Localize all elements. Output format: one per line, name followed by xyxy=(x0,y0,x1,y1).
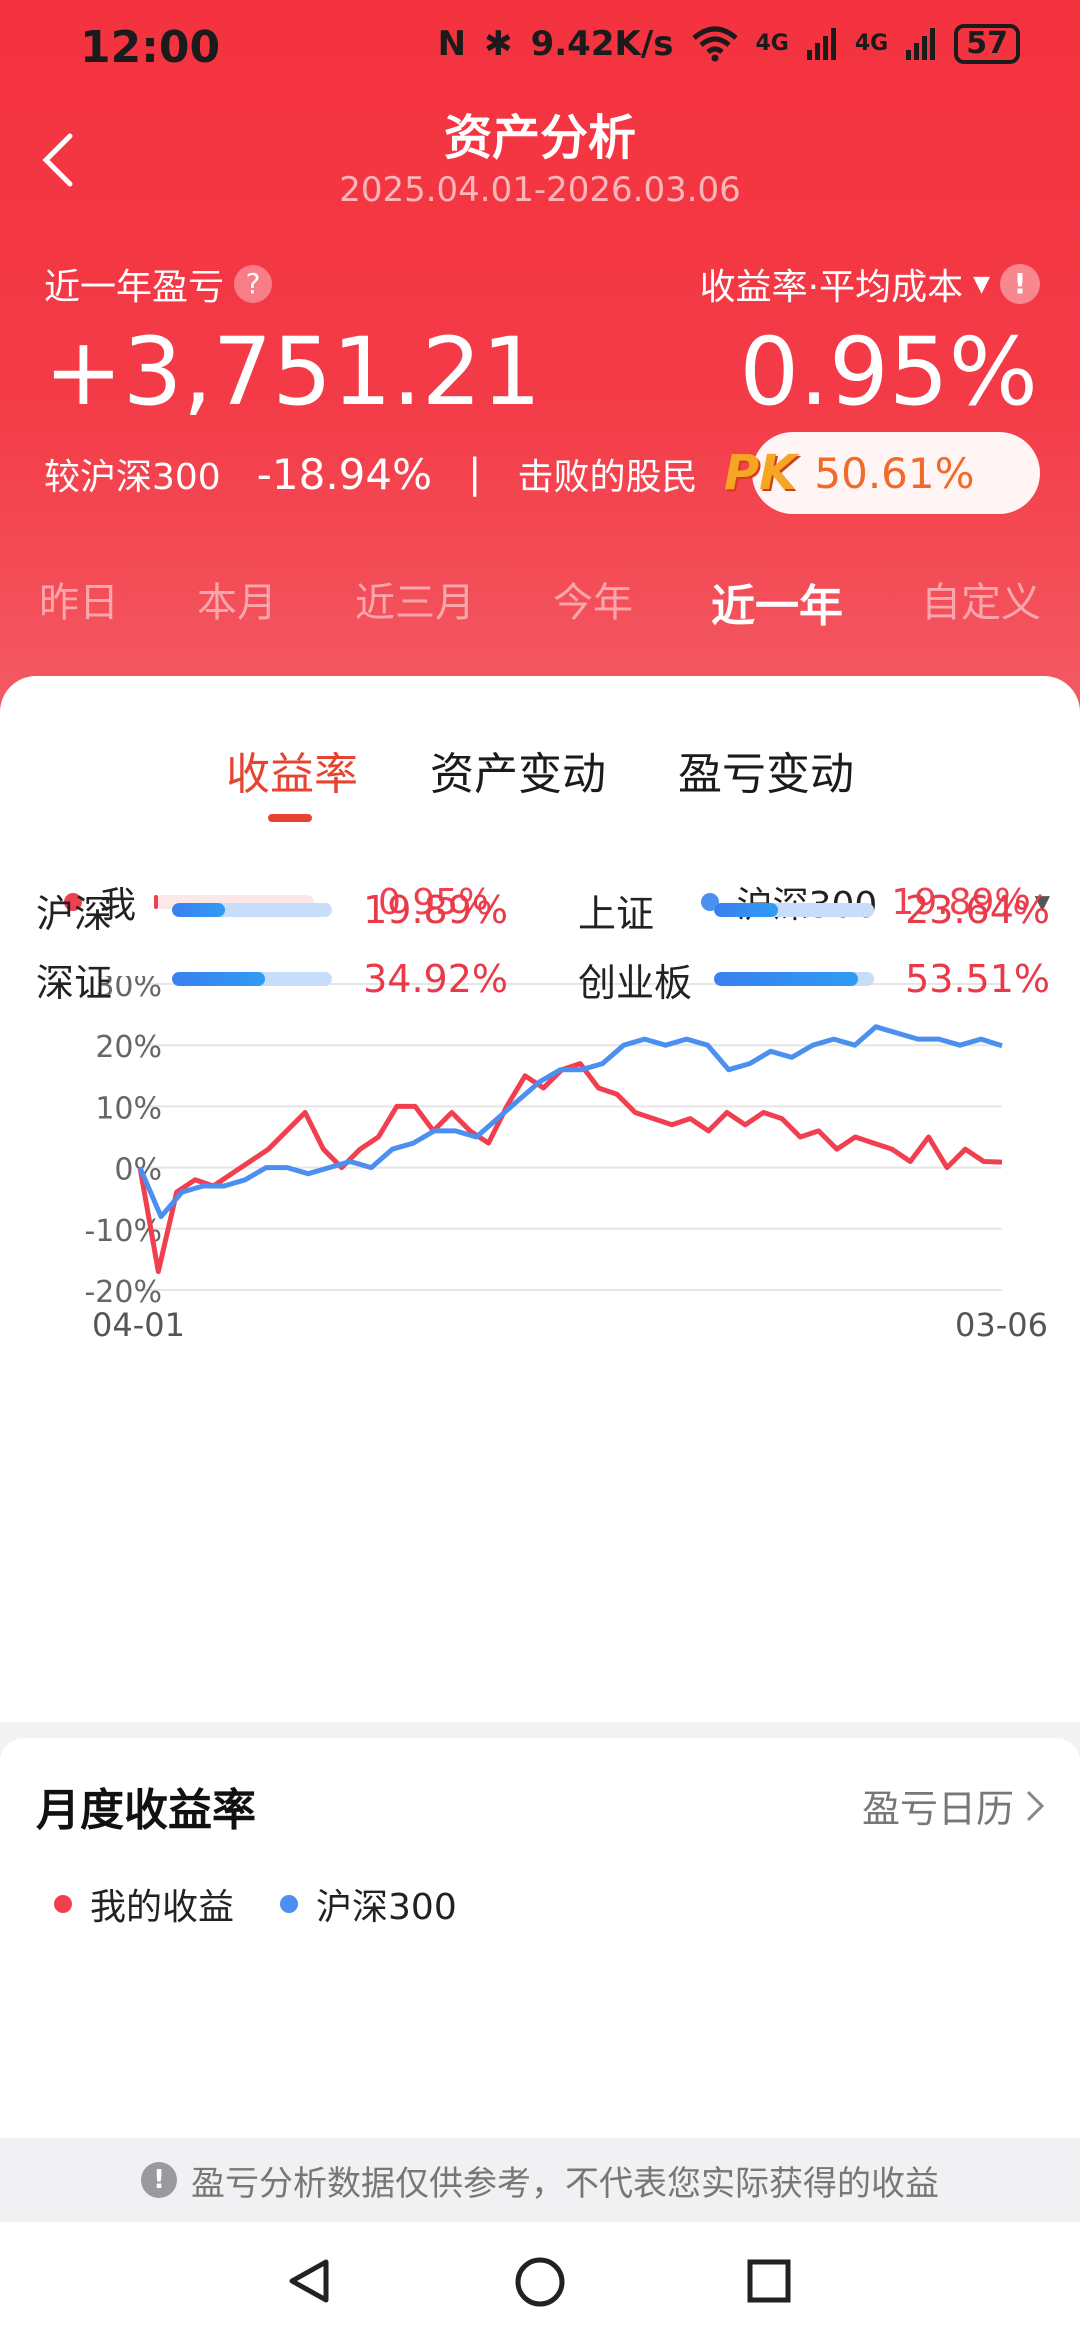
me-dot-icon xyxy=(64,893,82,911)
signal-4g-icon: 4G xyxy=(755,31,789,56)
y-tick-label-2: 10% xyxy=(95,1091,162,1126)
pl-label: 近一年盈亏 ? xyxy=(44,258,273,310)
back-arrow-icon[interactable] xyxy=(34,130,84,190)
info-icon[interactable]: ! xyxy=(1000,264,1040,304)
benchmark-name: 上证 xyxy=(578,891,655,936)
benchmark-bar xyxy=(714,903,874,917)
status-bar: 12:00 N ✱ 9.42K/s 4G 4G 57 xyxy=(0,0,1080,96)
nav-home-circle-icon[interactable] xyxy=(514,2256,566,2308)
caret-down-icon: ▼ xyxy=(973,271,990,297)
benchmark-row-0: 沪深 19.89% xyxy=(36,885,508,936)
signal-bars-icon xyxy=(806,28,836,60)
pl-label-text: 近一年盈亏 xyxy=(44,267,225,308)
benchmark-value: 23.64% xyxy=(905,888,1050,932)
signal-4g-icon-2: 4G xyxy=(854,31,889,56)
rate-value: 0.95% xyxy=(739,318,1038,427)
pk-icon: PK xyxy=(724,445,797,501)
header-background xyxy=(0,0,1080,720)
x-tick-label-1: 03-06 xyxy=(955,1306,1048,1344)
x-tick-label-0: 04-01 xyxy=(92,1306,185,1344)
benchmark-bar xyxy=(172,972,332,986)
my-return-dot-icon xyxy=(54,1895,72,1913)
disclaimer-bar: ! 盈亏分析数据仅供参考，不代表您实际获得的收益 xyxy=(0,2138,1080,2222)
y-tick-label-0: 30% xyxy=(95,976,162,1004)
system-nav-bar xyxy=(0,2222,1080,2340)
benchmark-name: 深证 xyxy=(36,960,113,1005)
monthly-card: 月度收益率 盈亏日历 我的收益 沪深300 xyxy=(0,1738,1080,2138)
legend-bench-2: 沪深300 xyxy=(316,1887,457,1928)
return-chart: 30%20%10%0%-10%-20%04-01 03-06 xyxy=(84,976,1048,1344)
period-tab-0[interactable]: 昨日 xyxy=(39,580,119,626)
chart-tab-2[interactable]: 盈亏变动 xyxy=(678,749,854,800)
period-tab-4[interactable]: 近一年 xyxy=(711,581,843,632)
wifi-icon xyxy=(691,26,738,62)
pk-pill xyxy=(752,432,1040,514)
disclaimer-text: 盈亏分析数据仅供参考，不代表您实际获得的收益 xyxy=(191,2163,939,2204)
benchmark-value: 34.92% xyxy=(363,957,508,1001)
legend-my-return: 我的收益 xyxy=(90,1887,235,1928)
monthly-legend: 我的收益 沪深300 xyxy=(54,1878,457,1930)
bench-dot-icon-2 xyxy=(280,1895,299,1913)
compare-value: -18.94% xyxy=(256,449,433,499)
series-line-1 xyxy=(137,1024,1003,1220)
benchmark-row-3: 创业板 53.51% xyxy=(578,954,1050,1005)
date-range: 2025.04.01-2026.03.06 xyxy=(339,170,741,210)
legend-me-value: 0.95% xyxy=(378,881,493,923)
period-tab-2[interactable]: 近三月 xyxy=(355,580,475,626)
help-icon[interactable]: ? xyxy=(234,265,273,303)
nav-recents-square-icon[interactable] xyxy=(746,2258,792,2304)
divider: | xyxy=(468,451,482,497)
return-card: 收益率 资产变动 盈亏变动 我 0.95% 沪深300 19.89% ▼ 30% 20… xyxy=(0,676,1080,1722)
pl-calendar-label: 盈亏日历 xyxy=(861,1787,1014,1831)
battery-icon: 57 xyxy=(954,24,1020,64)
legend-bench-value: 19.89% xyxy=(891,881,1029,923)
beat-value: 50.61% xyxy=(814,448,975,498)
benchmark-name: 创业板 xyxy=(578,960,693,1005)
compare-row: 较沪深300 -18.94% | 击败的股民 xyxy=(44,448,698,500)
compare-label: 较沪深300 xyxy=(44,457,221,498)
pk-badge-group[interactable]: PK 50.61% xyxy=(724,432,1040,514)
benchmark-name: 沪深 xyxy=(36,891,113,936)
beat-label: 击败的股民 xyxy=(517,457,698,498)
benchmark-row-2: 深证 34.92% xyxy=(36,954,508,1005)
info-circle-icon: ! xyxy=(141,2162,177,2198)
bluetooth-icon: ✱ xyxy=(484,24,513,64)
benchmark-row-1: 上证 23.64% xyxy=(578,885,1050,936)
legend-me-label: 我 xyxy=(100,885,137,926)
status-time: 12:00 xyxy=(80,22,221,73)
legend-bench[interactable]: 沪深300 19.89% ▼ xyxy=(700,876,1050,928)
series-line-0 xyxy=(137,1061,1003,1275)
bench-caret-down-icon: ▼ xyxy=(1034,890,1050,914)
signal-bars-icon-2 xyxy=(906,28,936,60)
chevron-right-icon xyxy=(1026,1790,1045,1821)
page-title: 资产分析 xyxy=(443,110,636,166)
pl-value: +3,751.21 xyxy=(44,318,542,427)
rate-method-selector[interactable]: 收益率·平均成本 ▼ ! xyxy=(700,258,1040,310)
nav-back-triangle-icon[interactable] xyxy=(284,2256,334,2306)
period-tab-5[interactable]: 自定义 xyxy=(921,580,1041,626)
benchmark-bar xyxy=(172,903,332,917)
pl-calendar-link[interactable]: 盈亏日历 xyxy=(862,1778,1046,1833)
monthly-title: 月度收益率 xyxy=(36,1785,256,1836)
chart-tab-1[interactable]: 资产变动 xyxy=(430,749,606,800)
rate-label-text: 收益率·平均成本 xyxy=(699,267,964,308)
benchmark-bar xyxy=(714,972,874,986)
network-speed: 9.42K/s xyxy=(530,24,674,64)
benchmark-value: 53.51% xyxy=(905,957,1050,1001)
chart-tab-0[interactable]: 收益率 xyxy=(226,738,358,822)
period-tabs: 昨日 本月 近三月 今年 近一年 自定义 xyxy=(0,570,1080,634)
y-tick-label-1: 20% xyxy=(95,1030,162,1065)
nfc-icon: N xyxy=(437,24,467,64)
status-icons: N ✱ 9.42K/s 4G 4G 57 xyxy=(438,24,1020,64)
benchmark-value: 19.89% xyxy=(363,888,508,932)
y-tick-label-5: -20% xyxy=(84,1275,162,1310)
chart-tabs: 收益率 资产变动 盈亏变动 xyxy=(0,738,1080,822)
period-tab-1[interactable]: 本月 xyxy=(197,580,277,626)
period-tab-3[interactable]: 今年 xyxy=(553,580,633,626)
